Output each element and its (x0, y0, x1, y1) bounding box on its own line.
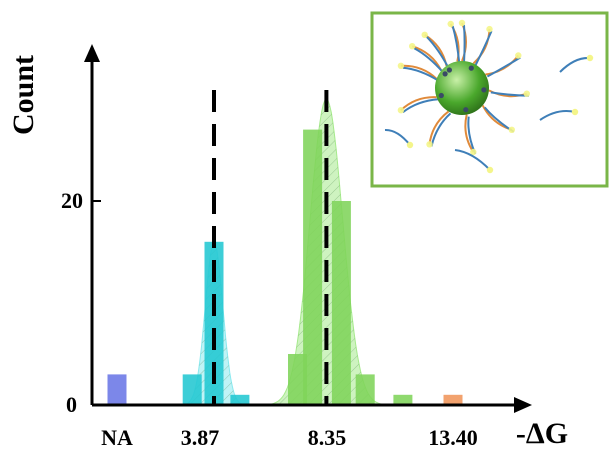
ligand-tip-6 (470, 148, 477, 156)
ligand-tip-4 (523, 90, 530, 97)
ligand-tip-1 (447, 20, 454, 28)
x-axis-title: -ΔG (516, 417, 568, 450)
ligand-strand-blue-1 (451, 25, 461, 64)
nanoparticle-core-icon (435, 61, 489, 115)
free-ligand-tip-3 (571, 108, 579, 116)
ligand-strand-2 (472, 29, 491, 65)
ligand-strand-blue-0 (413, 47, 445, 74)
ligand-tip-0 (409, 43, 416, 50)
x-tick-label-na: NA (101, 425, 133, 450)
ligand-strand-blue-3 (486, 56, 521, 78)
inset-frame (370, 11, 609, 188)
bar-1-2 (230, 394, 250, 405)
ligand-tip-10 (421, 31, 428, 38)
anchor-point-6 (463, 107, 469, 113)
y-tick-label-20: 20 (61, 188, 83, 213)
ligand-strand-6 (464, 114, 475, 153)
free-ligand-2 (384, 128, 411, 146)
free-ligand-tip-0 (586, 54, 594, 62)
ligand-strand-blue-11 (463, 24, 466, 64)
anchor-points (438, 65, 487, 113)
ligand-strand-3 (485, 54, 520, 76)
bar-3-0 (443, 394, 463, 405)
nanoparticle-inset (370, 11, 609, 188)
bar-2-4 (393, 394, 413, 405)
bar-2-1 (303, 129, 323, 405)
ligand-strand-7 (428, 110, 450, 145)
ligand-tip-5 (508, 126, 515, 133)
ligand-strand-blue-10 (425, 36, 450, 69)
anchor-point-8 (438, 92, 444, 99)
ligand-tip-8 (397, 107, 405, 114)
y-axis-arrow (84, 44, 100, 62)
ligand-tip-11 (458, 19, 466, 27)
bar-0-0 (107, 374, 127, 405)
bar-2-3 (355, 374, 375, 405)
ligand-tip-7 (426, 141, 433, 148)
anchor-point-10 (446, 67, 452, 73)
ligand-tip-2 (486, 25, 493, 33)
ligand-tip-9 (397, 62, 405, 69)
reference-lines (212, 90, 329, 405)
bar-1-0 (182, 374, 202, 405)
bar-2-2 (331, 201, 351, 405)
ligand-tip-3 (515, 52, 522, 59)
x-tick-label-13-40: 13.40 (428, 425, 478, 450)
y-tick-label-0: 0 (66, 392, 77, 417)
ligand-strand-blue-9 (402, 66, 440, 82)
x-axis-arrow (514, 397, 532, 413)
ligand-strand-9 (400, 64, 438, 80)
free-ligand-1 (454, 149, 491, 171)
x-tick-label-3-87: 3.87 (181, 425, 220, 450)
free-ligand-tip-1 (486, 166, 494, 174)
fitted-peak-hatch-1 (261, 99, 392, 405)
ligand-strand-8 (400, 96, 437, 111)
y-axis-title: Count (7, 55, 40, 135)
anchor-point-0 (442, 71, 448, 77)
ligand-chains (384, 19, 594, 174)
ligand-strand-blue-2 (474, 30, 493, 66)
ligand-strand-blue-8 (402, 98, 439, 113)
x-tick-label-8-35: 8.35 (308, 425, 347, 450)
free-ligand-tip-2 (406, 141, 414, 149)
anchor-point-4 (481, 87, 487, 93)
histogram-bars (107, 129, 463, 405)
bar-2-0 (288, 354, 307, 405)
bar-1-1 (204, 241, 224, 405)
anchor-point-2 (468, 65, 474, 71)
